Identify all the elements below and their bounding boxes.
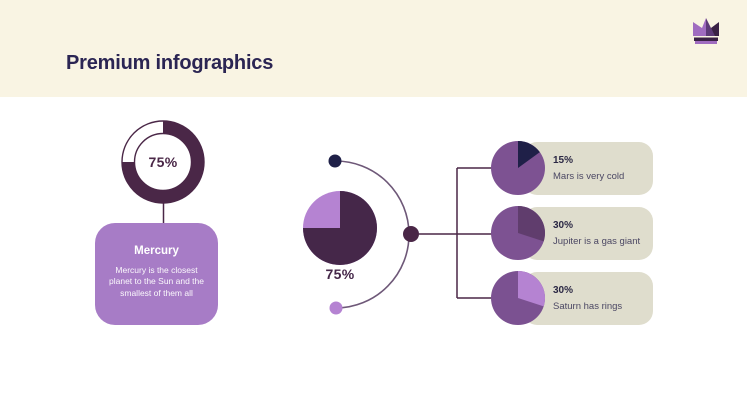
planet-percent: 30% <box>553 285 574 296</box>
mercury-description: Mercury is the closest planet to the Sun… <box>109 265 204 298</box>
planet-label: Mars is very cold <box>553 171 625 182</box>
header-band <box>0 0 747 97</box>
arc-bottom-dot <box>329 301 343 315</box>
planet-label: Saturn has rings <box>553 301 623 312</box>
crown-icon <box>693 18 719 44</box>
center-pie-chart <box>303 191 377 265</box>
mars-pie-chart <box>491 141 545 195</box>
planet-label: Jupiter is a gas giant <box>553 236 641 247</box>
planet-percent: 15% <box>553 155 574 166</box>
arc-middle-dot <box>403 226 419 242</box>
jupiter-pie-chart <box>491 206 546 260</box>
mercury-title: Mercury <box>134 245 179 257</box>
planet-percent: 30% <box>553 220 574 231</box>
page-title: Premium infographics <box>66 52 274 74</box>
mercury-donut-chart <box>121 120 205 204</box>
saturn-pie-chart <box>491 271 546 325</box>
donut-value-label: 75% <box>148 154 178 170</box>
mercury-card: Mercury Mercury is the closest planet to… <box>95 223 218 325</box>
center-pie-value-label: 75% <box>325 266 355 282</box>
arc-top-dot <box>328 154 342 168</box>
